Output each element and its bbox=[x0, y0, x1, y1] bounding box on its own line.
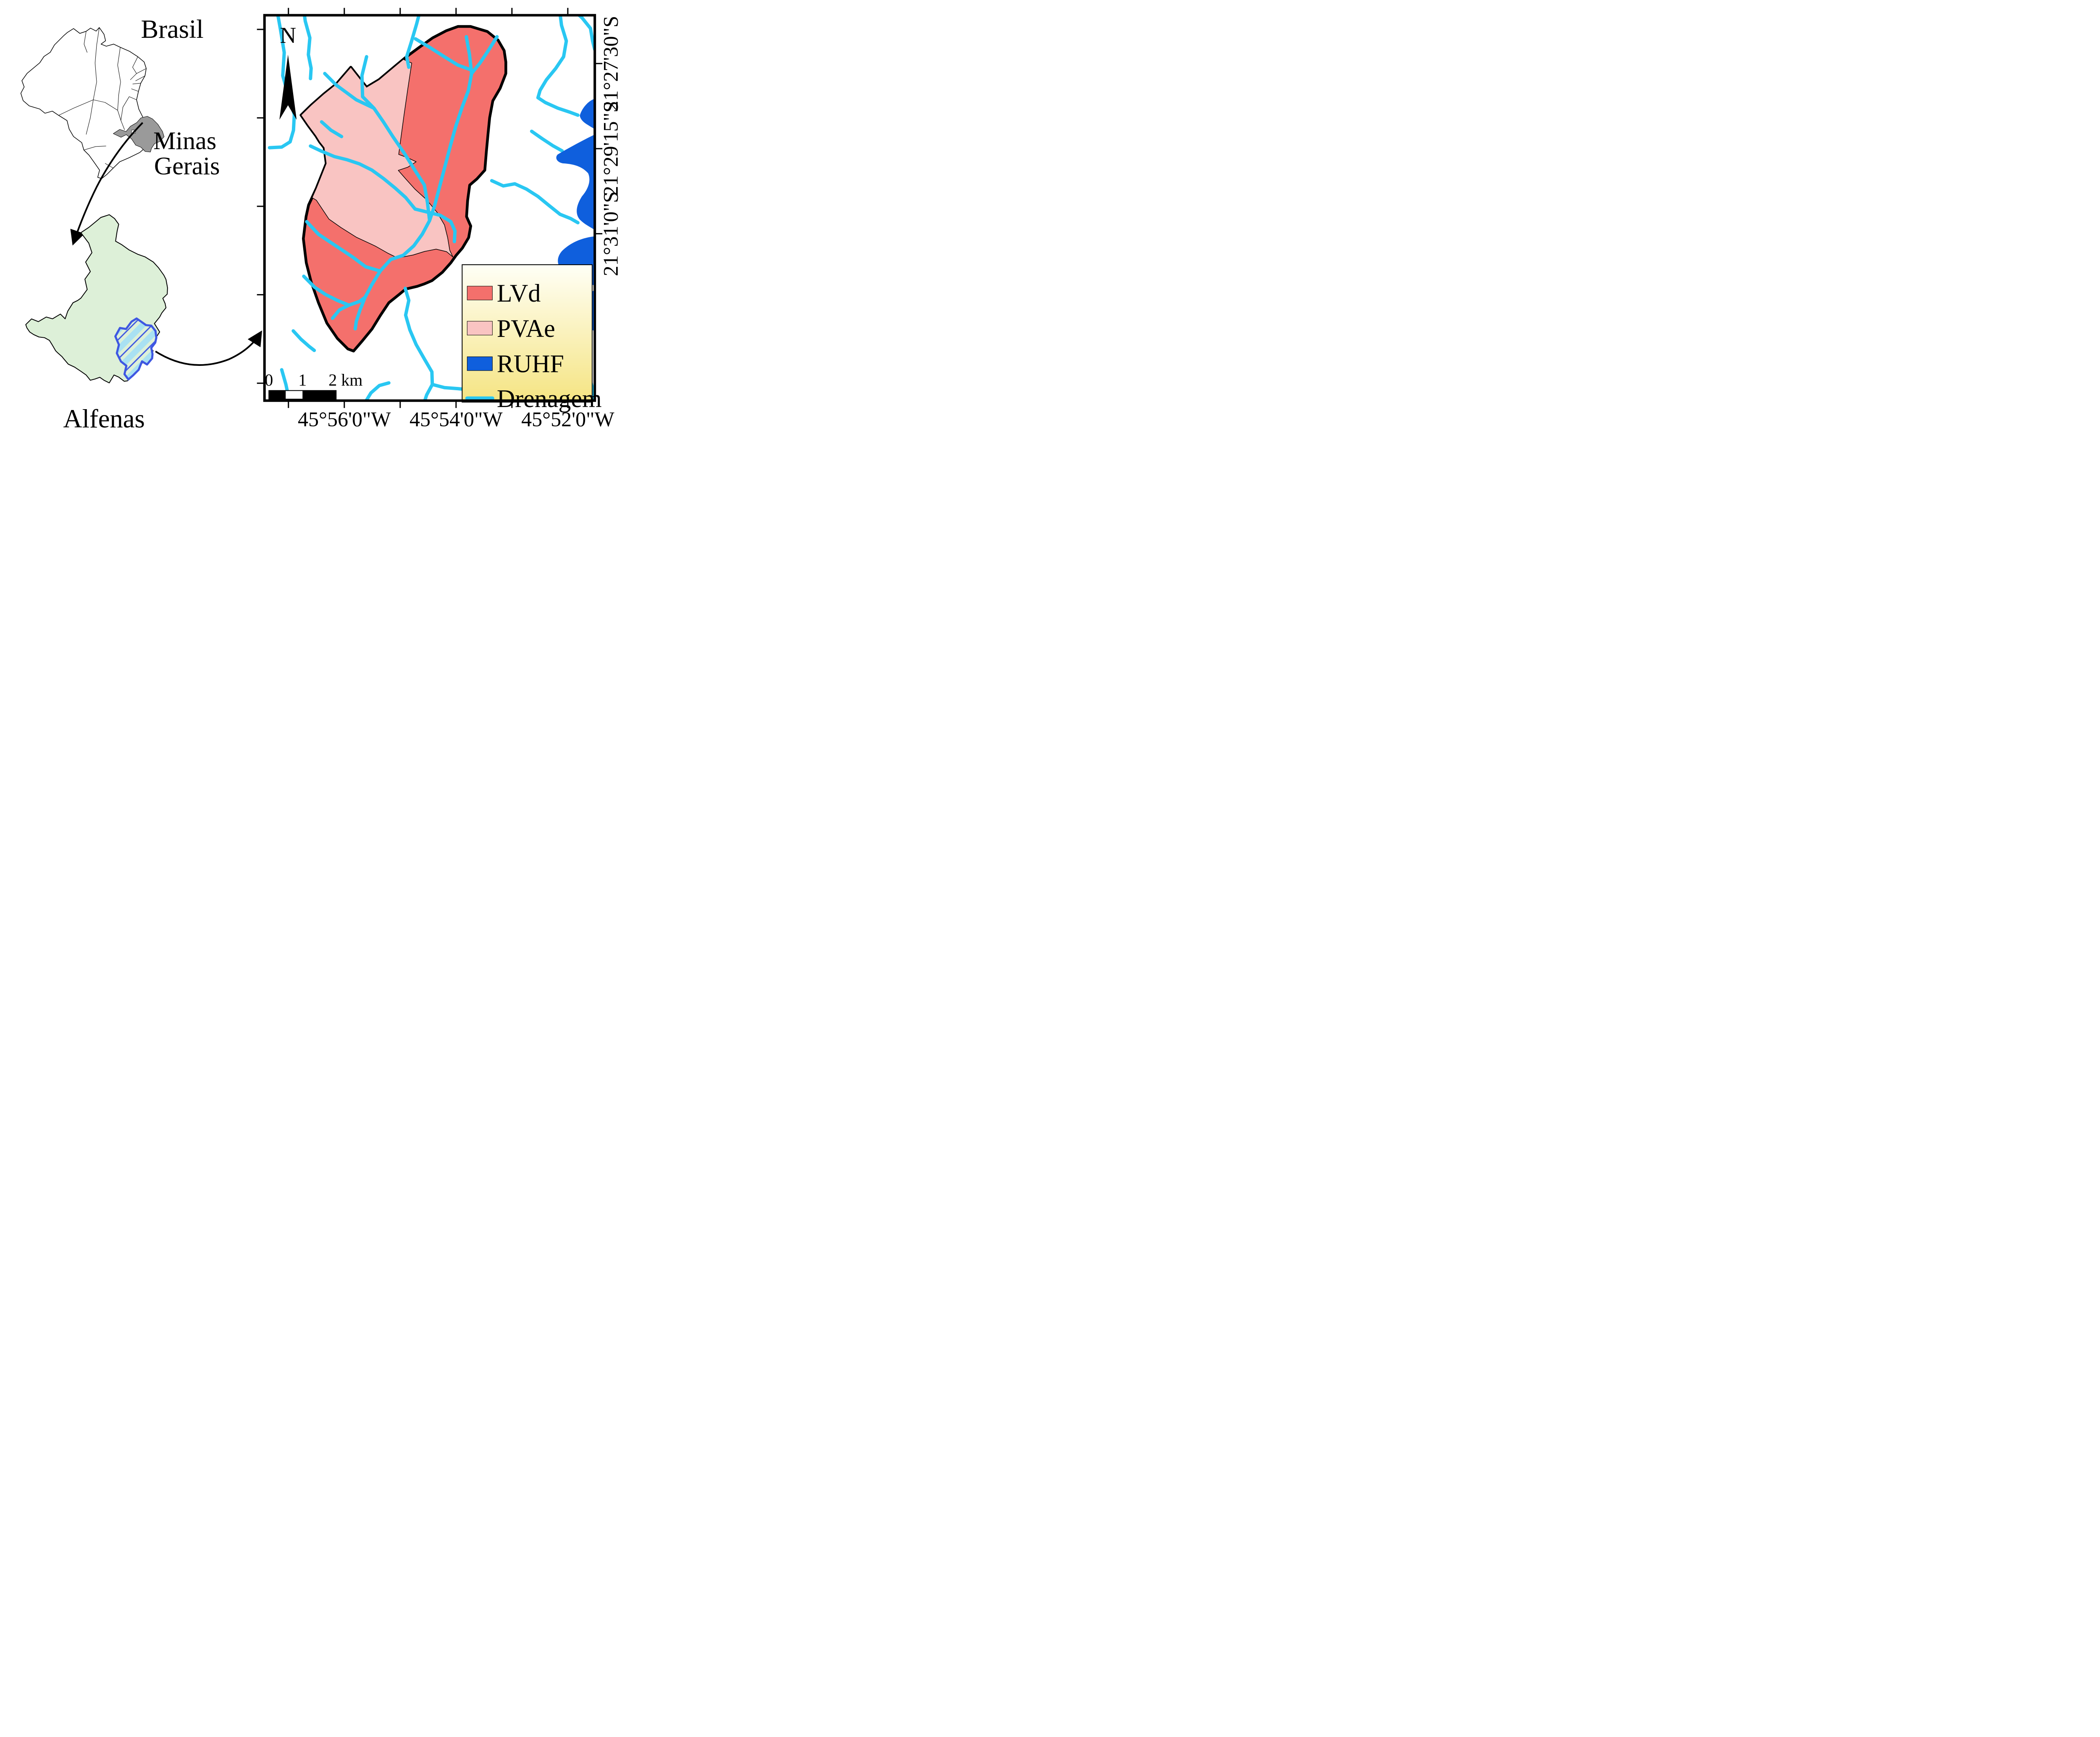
north-arrow-icon bbox=[279, 55, 297, 120]
north-label: N bbox=[280, 23, 296, 48]
legend-label-ruhf: RUHF bbox=[497, 350, 564, 378]
inset-alfenas: Alfenas bbox=[25, 214, 262, 434]
stream-line bbox=[302, 15, 313, 81]
scale-label-0: 0 bbox=[265, 371, 273, 389]
minas-gerais-state bbox=[113, 116, 165, 152]
stream-line bbox=[305, 220, 382, 273]
alfenas-label: Alfenas bbox=[63, 404, 144, 434]
main-map: N 0 1 2 km LVd PVAe RUHF Drenagem bbox=[257, 8, 620, 431]
brasil-title: Brasil bbox=[141, 14, 204, 44]
stream-line bbox=[347, 295, 367, 307]
stream-line bbox=[403, 286, 434, 401]
longitude-labels: 45°56'0"W 45°54'0"W 45°52'0"W bbox=[298, 407, 615, 431]
stream-line bbox=[360, 55, 431, 223]
legend-label-drenagem: Drenagem bbox=[497, 385, 602, 413]
lat-label: 21°27'30"S bbox=[598, 16, 620, 111]
study-area-watershed-hatched bbox=[114, 317, 158, 381]
legend-swatch-lvd bbox=[467, 286, 493, 300]
legend-swatch-ruhf bbox=[467, 356, 493, 371]
graticule-ticks bbox=[257, 8, 603, 408]
lon-label: 45°54'0"W bbox=[410, 407, 503, 431]
stream-line bbox=[320, 120, 344, 139]
lat-label: 21°29'15"S bbox=[598, 101, 620, 196]
scale-label-1: 1 bbox=[298, 371, 307, 389]
map-frame bbox=[263, 14, 596, 402]
stream-line bbox=[576, 15, 595, 51]
stream-line bbox=[430, 383, 466, 391]
stream-line bbox=[364, 381, 391, 401]
scale-bar-segment bbox=[269, 390, 286, 399]
stream-line bbox=[291, 329, 316, 352]
scale-label-2km: 2 km bbox=[328, 371, 362, 389]
stream-line bbox=[530, 129, 564, 153]
map-content bbox=[268, 15, 595, 401]
lon-label: 45°52'0"W bbox=[521, 407, 614, 431]
stream-line bbox=[414, 37, 471, 71]
stream-line bbox=[490, 179, 580, 225]
legend-swatch-pvae bbox=[467, 321, 493, 336]
inset-brasil: Brasil Minas Gerais bbox=[20, 14, 220, 246]
lat-label: 21°31'0"S bbox=[598, 191, 620, 276]
figure-page: Brasil Minas Gerais Alfenas bbox=[0, 0, 620, 434]
leader-arrow-mg-to-alfenas bbox=[70, 122, 144, 246]
north-arrow: N bbox=[279, 23, 297, 120]
stream-line bbox=[309, 144, 417, 211]
minas-gerais-label-line2: Gerais bbox=[154, 152, 220, 180]
stream-line bbox=[405, 15, 421, 69]
stream-line bbox=[323, 72, 376, 110]
stream-line bbox=[413, 207, 457, 244]
legend-label-pvae: PVAe bbox=[497, 315, 555, 342]
stream-line bbox=[536, 15, 580, 117]
scale-bar-segment bbox=[302, 390, 336, 399]
drainage-network bbox=[268, 15, 595, 401]
stream-line bbox=[470, 35, 499, 76]
minas-gerais-label-line1: Minas bbox=[153, 127, 216, 155]
stream-line bbox=[302, 274, 351, 307]
scale-bar: 0 1 2 km bbox=[265, 371, 362, 400]
leader-arrow-alfenas-to-map bbox=[155, 330, 262, 366]
legend-label-lvd: LVd bbox=[497, 279, 541, 307]
map-legend: LVd PVAe RUHF Drenagem bbox=[462, 264, 602, 413]
stream-line bbox=[331, 303, 351, 320]
lon-label: 45°56'0"W bbox=[298, 407, 391, 431]
latitude-labels: 21°27'30"S 21°29'15"S 21°31'0"S bbox=[598, 16, 620, 276]
figure-canvas: Brasil Minas Gerais Alfenas bbox=[0, 0, 620, 434]
